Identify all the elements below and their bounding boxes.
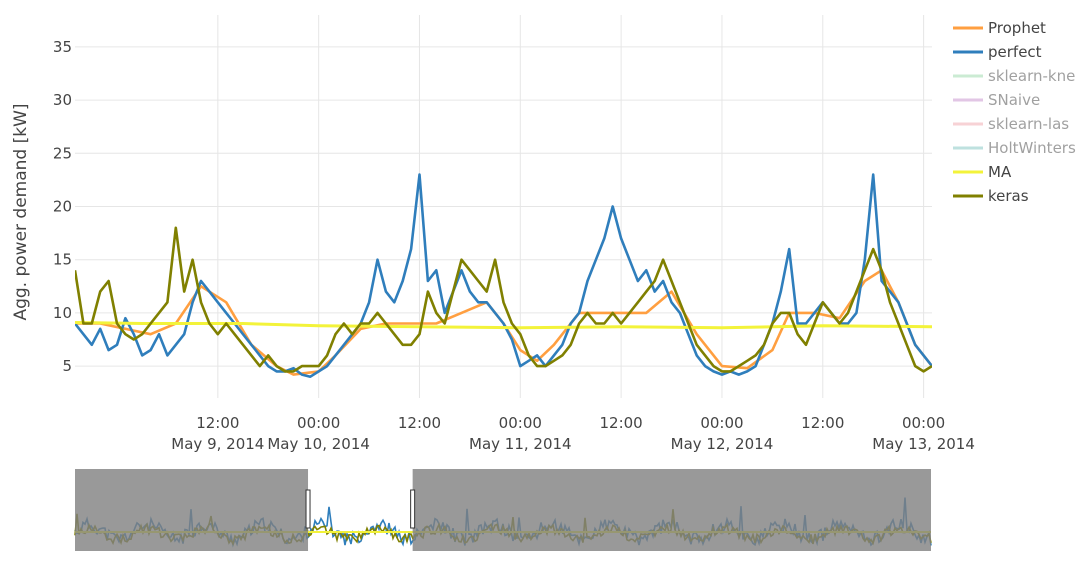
x-tick-label: 00:00 (700, 414, 743, 432)
y-tick-label: 5 (62, 357, 72, 375)
legend-label: perfect (988, 43, 1042, 61)
series-line-prophet[interactable] (75, 269, 932, 376)
x-tick-label: 00:00 (902, 414, 945, 432)
y-tick-label: 25 (53, 144, 72, 162)
range-slider-mask-right (412, 469, 932, 551)
y-tick-label: 10 (53, 304, 72, 322)
x-tick-sublabel: May 9, 2014 (171, 435, 264, 453)
legend[interactable]: Prophet perfect sklearn-kne SNaive sklearn-l… (953, 19, 1076, 205)
y-tick-label: 30 (53, 91, 72, 109)
series-line-keras[interactable] (75, 226, 932, 373)
x-tick-label: 12:00 (196, 414, 239, 432)
x-tick-sublabel: May 12, 2014 (671, 435, 774, 453)
y-tick-label: 20 (53, 198, 72, 216)
y-axis-ticks: 5 10 15 20 25 30 35 (53, 38, 72, 375)
legend-item-snaive[interactable]: SNaive (953, 91, 1040, 109)
x-axis-ticks: 12:00 May 9, 2014 00:00 May 10, 2014 12:00 00… (171, 414, 975, 453)
y-axis-title: Agg. power demand [kW] (11, 103, 31, 320)
range-slider-handle-right[interactable] (410, 489, 416, 529)
x-tick-sublabel: May 11, 2014 (469, 435, 572, 453)
legend-label: HoltWinters (988, 139, 1076, 157)
x-tick-sublabel: May 10, 2014 (267, 435, 370, 453)
legend-label: keras (988, 187, 1029, 205)
series-line-perfect[interactable] (75, 173, 932, 378)
range-slider-mask-left (75, 469, 309, 551)
x-tick-label: 00:00 (297, 414, 340, 432)
legend-item-prophet[interactable]: Prophet (953, 19, 1046, 37)
x-tick-label: 00:00 (499, 414, 542, 432)
x-tick-label: 12:00 (801, 414, 844, 432)
x-tick-label: 12:00 (600, 414, 643, 432)
legend-label: Prophet (988, 19, 1046, 37)
plot-area[interactable] (75, 173, 932, 378)
y-gridlines (75, 46, 932, 367)
x-tick-sublabel: May 13, 2014 (872, 435, 975, 453)
legend-label: SNaive (988, 91, 1040, 109)
legend-label: sklearn-las (988, 115, 1069, 133)
legend-item-perfect[interactable]: perfect (953, 43, 1042, 61)
legend-item-sklearn-las[interactable]: sklearn-las (953, 115, 1069, 133)
y-tick-label: 15 (53, 251, 72, 269)
legend-item-holtwinters[interactable]: HoltWinters (953, 139, 1076, 157)
legend-item-keras[interactable]: keras (953, 187, 1029, 205)
legend-label: sklearn-kne (988, 67, 1075, 85)
legend-item-ma[interactable]: MA (953, 163, 1012, 181)
x-tick-label: 12:00 (398, 414, 441, 432)
legend-label: MA (988, 163, 1012, 181)
y-tick-label: 35 (53, 38, 72, 56)
legend-item-sklearn-kne[interactable]: sklearn-kne (953, 67, 1075, 85)
range-slider[interactable] (74, 468, 932, 552)
range-slider-handle-left[interactable] (305, 489, 311, 529)
